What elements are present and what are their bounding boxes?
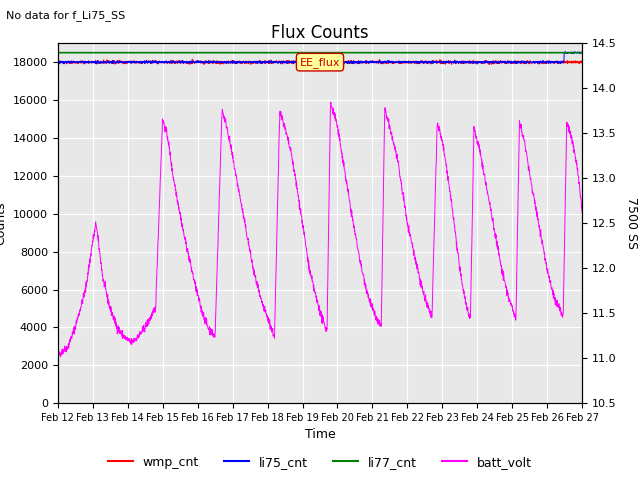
Title: Flux Counts: Flux Counts	[271, 24, 369, 42]
Y-axis label: 7500 SS: 7500 SS	[625, 197, 637, 249]
Legend: wmp_cnt, li75_cnt, li77_cnt, batt_volt: wmp_cnt, li75_cnt, li77_cnt, batt_volt	[103, 451, 537, 474]
Text: EE_flux: EE_flux	[300, 57, 340, 68]
X-axis label: Time: Time	[305, 429, 335, 442]
Y-axis label: Counts: Counts	[0, 202, 7, 245]
Text: No data for f_Li75_SS: No data for f_Li75_SS	[6, 10, 125, 21]
